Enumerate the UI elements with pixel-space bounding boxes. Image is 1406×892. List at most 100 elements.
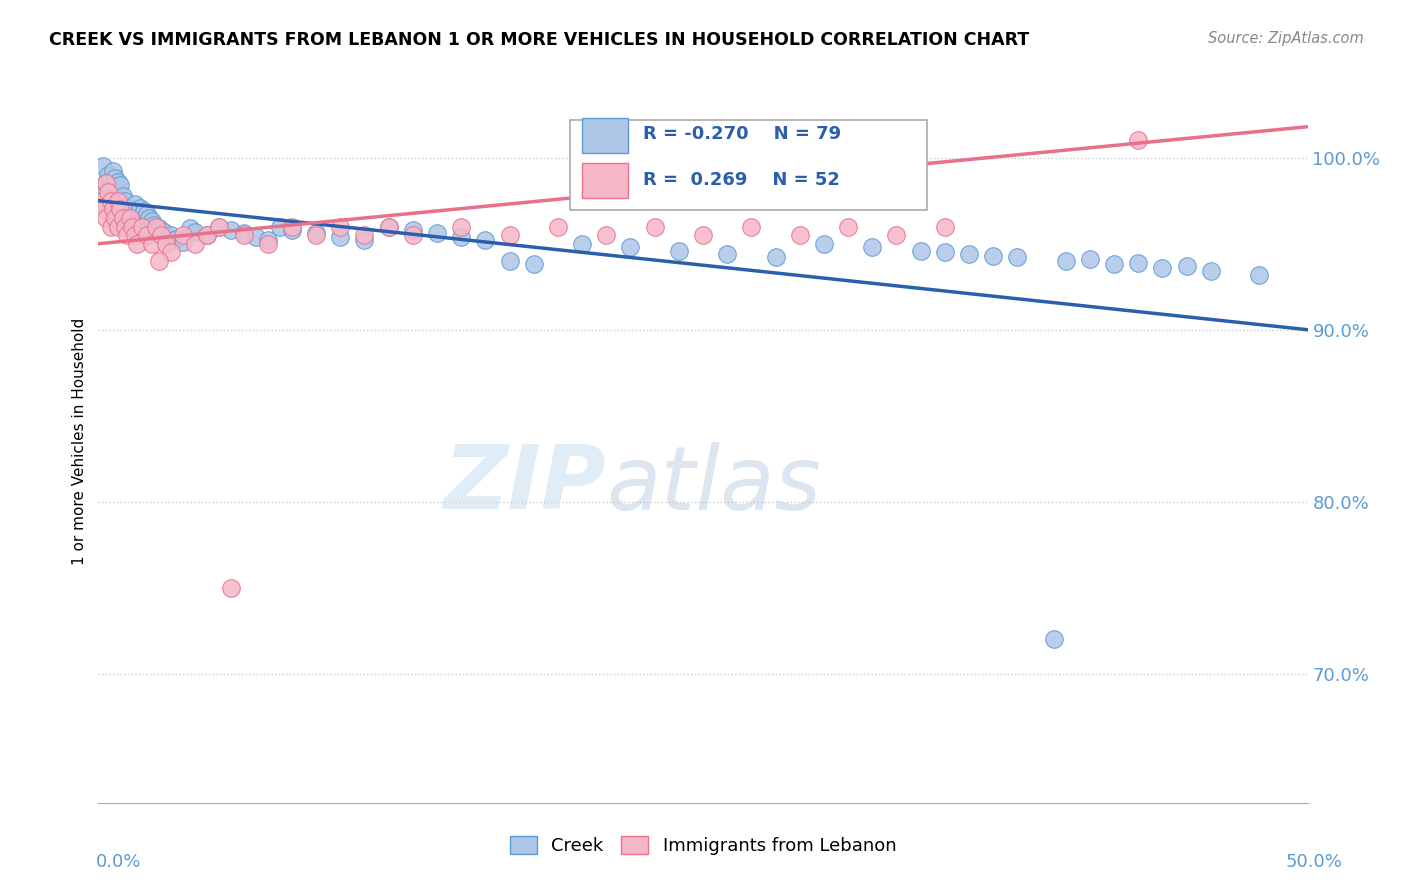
Point	[450, 219, 472, 234]
Point	[121, 207, 143, 221]
Point	[97, 168, 120, 182]
Point	[910, 244, 932, 258]
Point	[1007, 251, 1029, 265]
Point	[1102, 257, 1125, 271]
Point	[131, 214, 153, 228]
Point	[619, 240, 641, 254]
Point	[934, 219, 956, 234]
Point	[208, 219, 231, 234]
Point	[128, 201, 150, 215]
Point	[208, 219, 231, 234]
Point	[837, 219, 859, 234]
Point	[94, 177, 117, 191]
Point	[269, 219, 291, 234]
Point	[957, 247, 980, 261]
Point	[91, 159, 114, 173]
Point	[450, 229, 472, 244]
Point	[117, 228, 139, 243]
Point	[1128, 255, 1150, 269]
Point	[353, 228, 375, 243]
Point	[1175, 259, 1198, 273]
Point	[184, 236, 207, 251]
FancyBboxPatch shape	[569, 120, 927, 211]
Point	[97, 185, 120, 199]
Point	[221, 581, 243, 595]
Point	[152, 225, 174, 239]
Point	[90, 194, 112, 208]
Point	[104, 195, 127, 210]
Point	[94, 202, 117, 217]
Point	[124, 197, 146, 211]
Point	[813, 236, 835, 251]
Point	[402, 223, 425, 237]
Point	[644, 219, 666, 234]
Point	[118, 211, 141, 225]
Point	[91, 202, 114, 217]
Point	[1042, 632, 1064, 647]
Point	[160, 228, 183, 243]
Point	[740, 219, 762, 234]
Point	[97, 188, 120, 202]
Text: R = -0.270    N = 79: R = -0.270 N = 79	[643, 126, 841, 144]
Point	[595, 228, 617, 243]
Point	[934, 245, 956, 260]
Point	[981, 249, 1004, 263]
Point	[668, 244, 690, 258]
Point	[114, 194, 136, 208]
Point	[127, 211, 149, 225]
Point	[101, 202, 124, 217]
Point	[256, 236, 278, 251]
Point	[281, 223, 304, 237]
Point	[184, 225, 207, 239]
Point	[1078, 252, 1101, 267]
Point	[245, 229, 267, 244]
Text: ZIP: ZIP	[443, 442, 606, 528]
Point	[523, 257, 546, 271]
Legend: Creek, Immigrants from Lebanon: Creek, Immigrants from Lebanon	[502, 829, 904, 863]
Text: 0.0%: 0.0%	[96, 853, 141, 871]
Point	[127, 236, 149, 251]
Point	[256, 233, 278, 247]
Point	[329, 219, 352, 234]
Text: atlas: atlas	[606, 442, 821, 528]
Point	[1054, 253, 1077, 268]
Point	[1152, 260, 1174, 275]
Point	[108, 202, 131, 217]
Point	[329, 229, 352, 244]
FancyBboxPatch shape	[582, 118, 628, 153]
Point	[860, 240, 883, 254]
Point	[101, 164, 124, 178]
Point	[195, 228, 218, 243]
Point	[305, 227, 328, 241]
Point	[426, 227, 449, 241]
Point	[402, 228, 425, 243]
Point	[281, 219, 304, 234]
Point	[474, 233, 496, 247]
Point	[547, 219, 569, 234]
Point	[121, 219, 143, 234]
Point	[111, 209, 134, 223]
Point	[789, 228, 811, 243]
Point	[305, 228, 328, 243]
Point	[1249, 268, 1271, 282]
Point	[160, 245, 183, 260]
Point	[1128, 133, 1150, 147]
Point	[101, 192, 124, 206]
Point	[195, 228, 218, 243]
Point	[886, 228, 908, 243]
Point	[100, 219, 122, 234]
Text: 50.0%: 50.0%	[1286, 853, 1343, 871]
Point	[135, 228, 157, 243]
Point	[124, 228, 146, 243]
Point	[100, 194, 122, 208]
Point	[148, 253, 170, 268]
Point	[94, 211, 117, 225]
Point	[100, 181, 122, 195]
Point	[114, 219, 136, 234]
Point	[131, 219, 153, 234]
Point	[765, 251, 787, 265]
Point	[692, 228, 714, 243]
Point	[111, 188, 134, 202]
Point	[138, 211, 160, 225]
Point	[135, 207, 157, 221]
